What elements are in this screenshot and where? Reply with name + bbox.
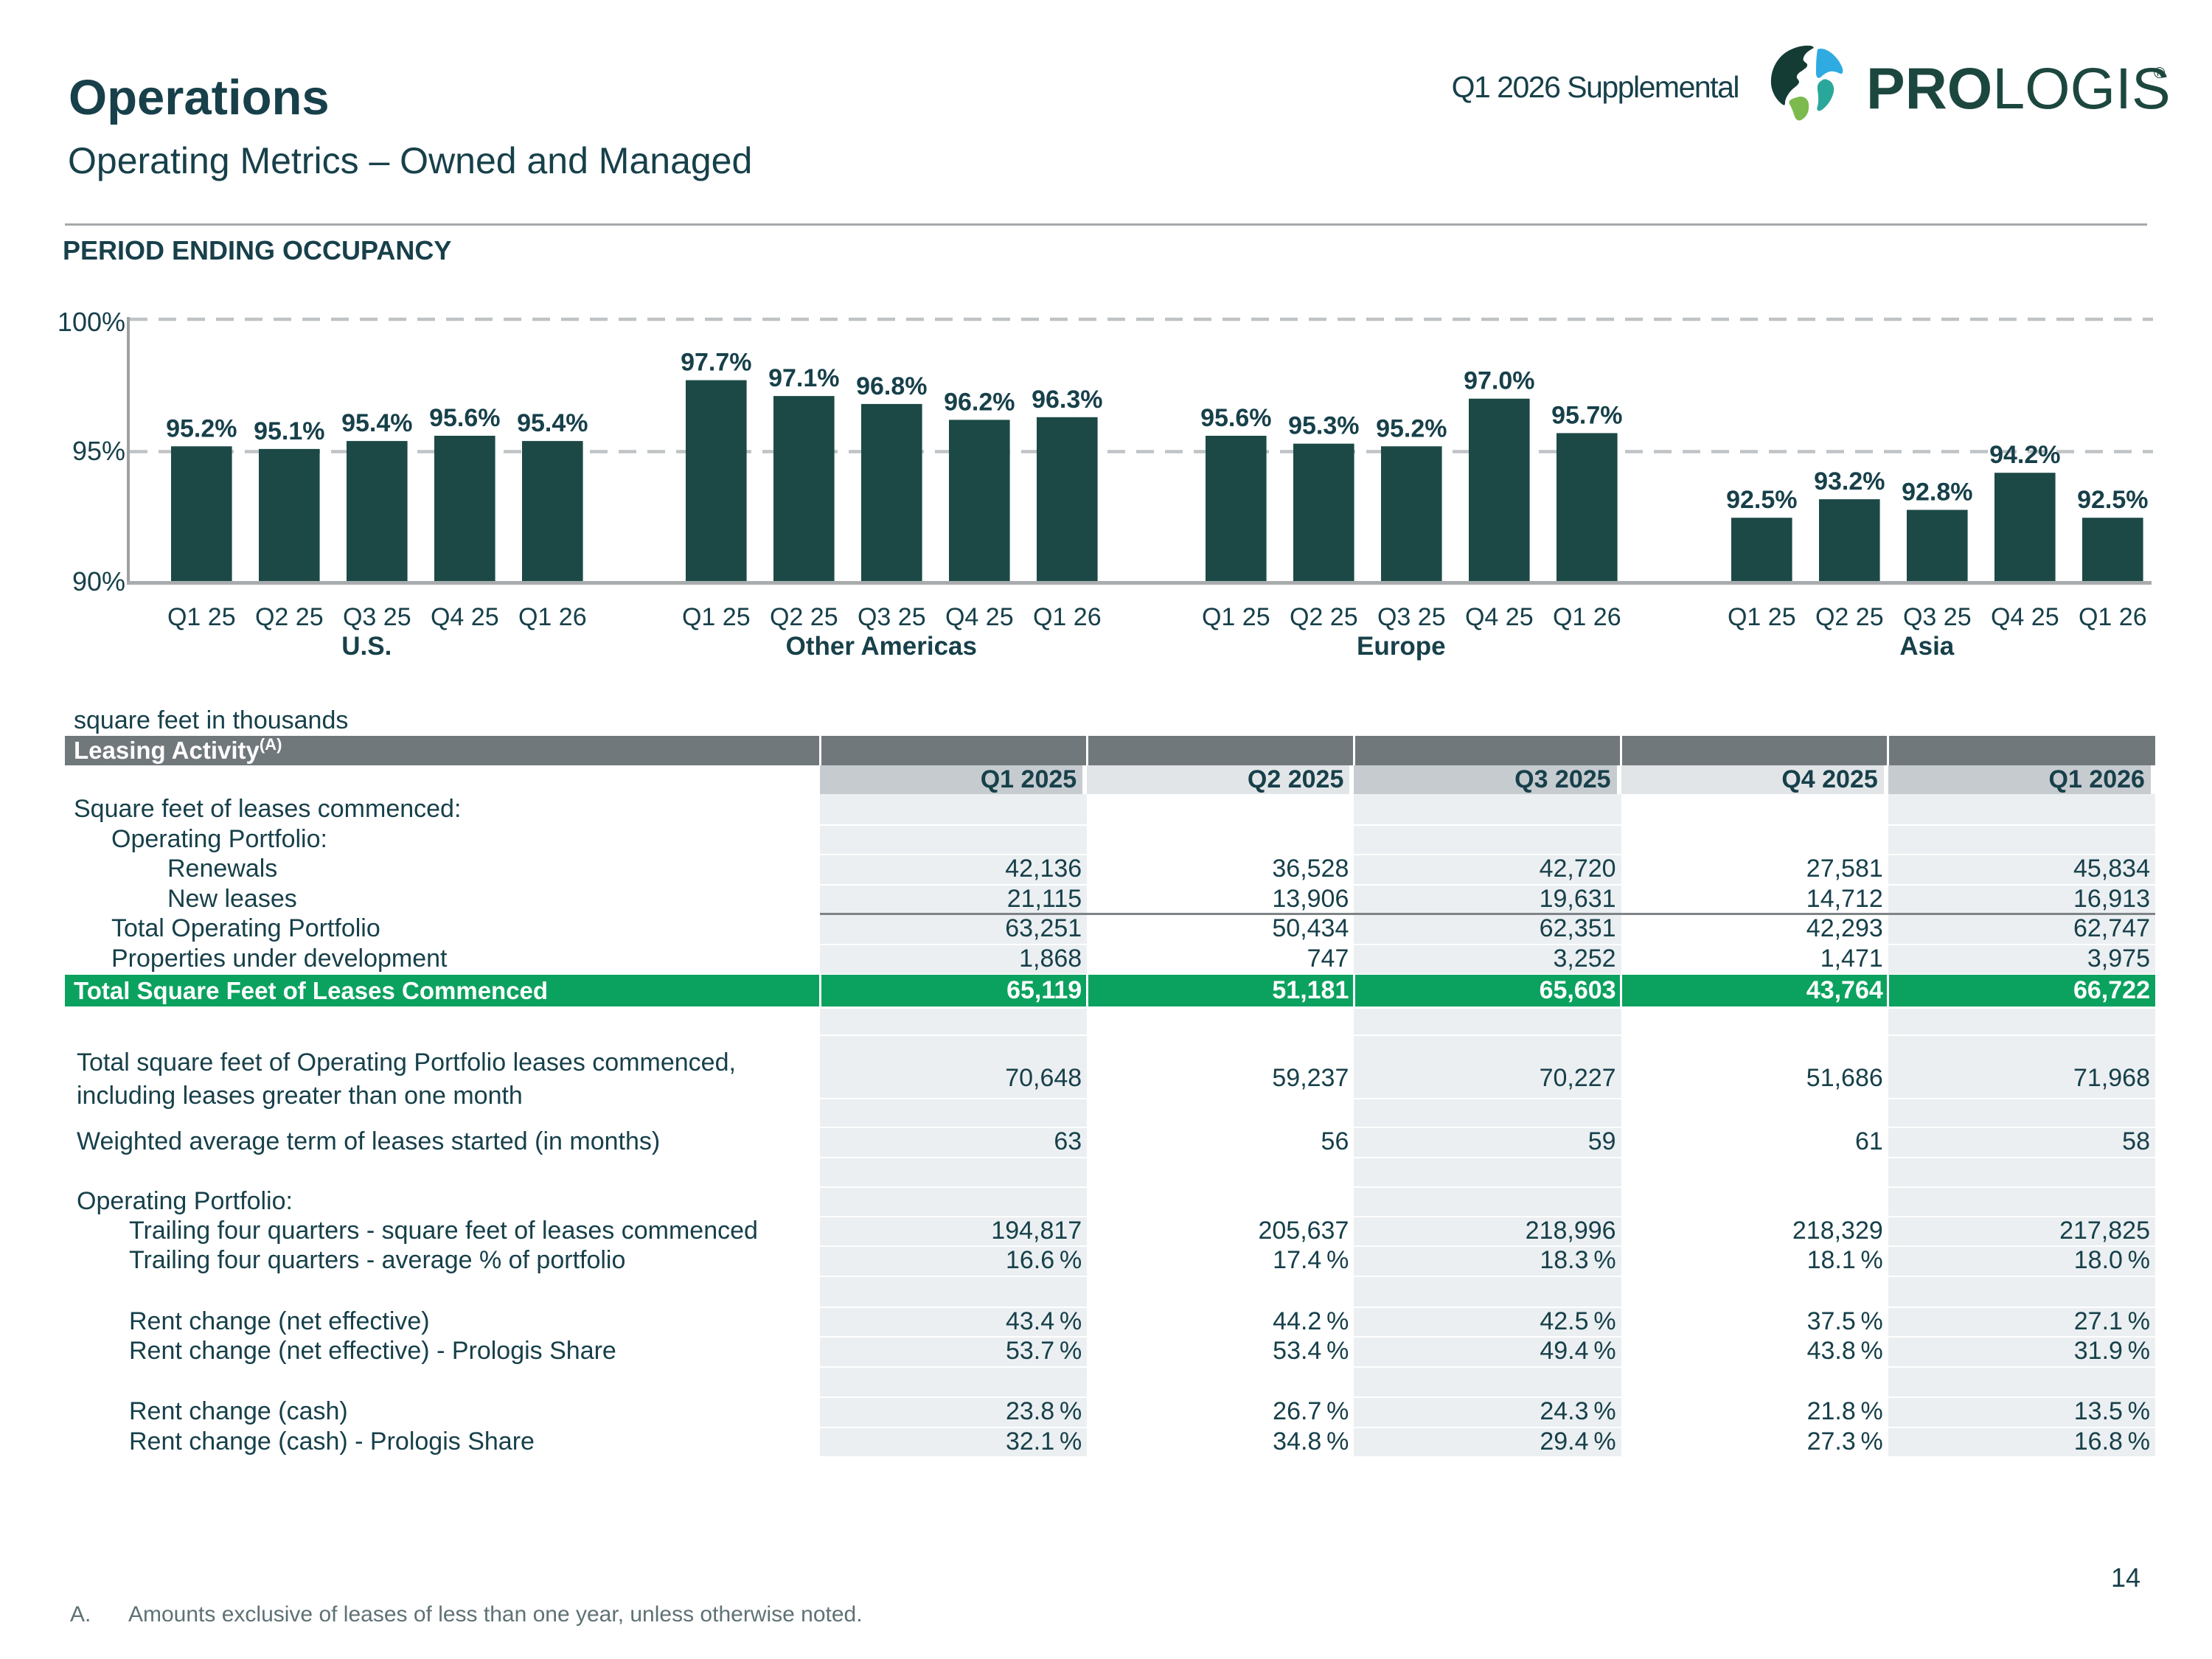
svg-text:Q3 25: Q3 25: [858, 603, 926, 631]
svg-text:95.1%: 95.1%: [254, 417, 324, 445]
svg-text:95.4%: 95.4%: [517, 409, 588, 437]
svg-text:Q1 25: Q1 25: [167, 603, 236, 631]
svg-text:95.7%: 95.7%: [1551, 401, 1622, 429]
svg-text:95.2%: 95.2%: [1376, 414, 1447, 442]
svg-text:Q2 25: Q2 25: [1815, 603, 1884, 631]
svg-text:Q4 25: Q4 25: [1465, 603, 1534, 631]
svg-text:Q3 25: Q3 25: [343, 603, 411, 631]
svg-text:94.2%: 94.2%: [1989, 441, 2060, 469]
svg-text:Q1 26: Q1 26: [518, 603, 587, 631]
svg-text:Other Americas: Other Americas: [786, 632, 977, 661]
svg-text:97.0%: 97.0%: [1464, 367, 1534, 395]
svg-text:Q1 25: Q1 25: [1728, 603, 1796, 631]
svg-text:Q4 25: Q4 25: [1991, 603, 2059, 631]
svg-text:100%: 100%: [58, 307, 125, 337]
svg-text:93.2%: 93.2%: [1814, 467, 1885, 495]
svg-text:Q4 25: Q4 25: [945, 603, 1014, 631]
svg-text:Europe: Europe: [1357, 632, 1446, 661]
svg-text:Asia: Asia: [1899, 632, 1954, 661]
svg-text:92.8%: 92.8%: [1902, 479, 1972, 507]
svg-text:90%: 90%: [72, 566, 125, 597]
svg-text:Q1 25: Q1 25: [1202, 603, 1270, 631]
svg-text:95.6%: 95.6%: [429, 404, 500, 432]
svg-text:95.2%: 95.2%: [166, 414, 237, 442]
svg-text:Q3 25: Q3 25: [1903, 603, 1972, 631]
svg-text:Q2 25: Q2 25: [255, 603, 324, 631]
svg-text:Q1 26: Q1 26: [2079, 603, 2147, 631]
svg-text:95.3%: 95.3%: [1288, 412, 1359, 440]
svg-text:U.S.: U.S.: [341, 632, 392, 661]
svg-text:Q3 25: Q3 25: [1377, 603, 1446, 631]
svg-text:95%: 95%: [72, 436, 125, 466]
svg-text:Q1 25: Q1 25: [682, 603, 751, 631]
svg-text:92.5%: 92.5%: [1726, 486, 1797, 514]
svg-text:Q4 25: Q4 25: [431, 603, 499, 631]
svg-text:97.1%: 97.1%: [768, 364, 839, 392]
svg-text:96.8%: 96.8%: [856, 372, 927, 400]
svg-text:Q1 26: Q1 26: [1033, 603, 1102, 631]
svg-text:96.3%: 96.3%: [1032, 386, 1102, 414]
svg-text:97.7%: 97.7%: [681, 349, 751, 377]
svg-text:Q1 26: Q1 26: [1553, 603, 1621, 631]
svg-text:92.5%: 92.5%: [2077, 486, 2148, 514]
svg-text:Q2 25: Q2 25: [1290, 603, 1358, 631]
svg-text:Q2 25: Q2 25: [770, 603, 838, 631]
svg-text:95.4%: 95.4%: [341, 409, 412, 437]
svg-text:95.6%: 95.6%: [1200, 404, 1271, 432]
svg-text:96.2%: 96.2%: [944, 388, 1015, 416]
